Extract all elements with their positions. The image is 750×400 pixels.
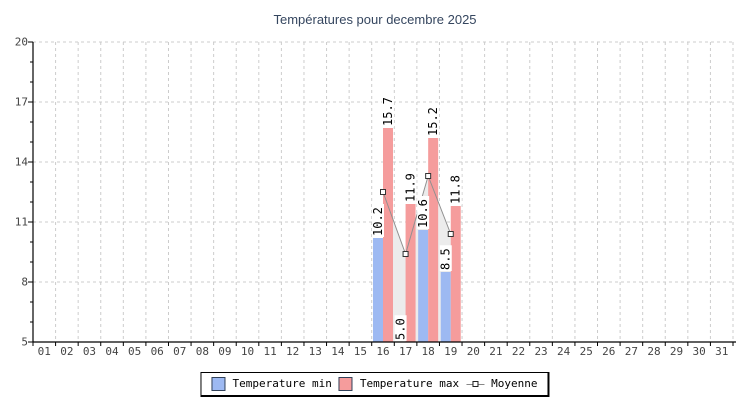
value-label-min-day-18: 10.6 [416,199,430,228]
x-tick-label-23: 23 [534,345,547,358]
x-tick-label-04: 04 [105,345,119,358]
y-tick-label-14: 14 [15,156,29,169]
moyenne-marker-day-18 [425,173,432,179]
value-label-bg [394,315,407,341]
legend-swatch-temperature-max [338,377,353,391]
value-label-min-day-16: 10.2 [371,207,385,236]
legend-label-temperature-max: Temperature max [359,377,460,390]
value-label-bg [417,196,430,229]
x-tick-label-17: 17 [399,345,412,358]
x-tick-label-07: 07 [173,345,186,358]
bar-temperature-max-day-17 [405,204,416,342]
x-tick-label-28: 28 [647,345,660,358]
x-tick-label-21: 21 [489,345,502,358]
x-tick-label-06: 06 [151,345,164,358]
value-label-max-day-19: 11.8 [449,175,463,204]
y-tick-label-20: 20 [15,36,28,49]
x-tick-label-20: 20 [467,345,480,358]
x-tick-label-22: 22 [512,345,525,358]
value-label-bg [427,104,440,137]
x-tick-label-26: 26 [602,345,615,358]
bar-temperature-max-day-19 [450,206,461,342]
x-tick-label-16: 16 [376,345,389,358]
moyenne-marker-day-19 [447,231,454,237]
x-tick-label-05: 05 [128,345,141,358]
x-tick-label-27: 27 [625,345,638,358]
bar-temperature-min-day-18 [418,230,429,342]
x-tick-label-08: 08 [196,345,209,358]
y-tick-label-11: 11 [15,216,28,229]
x-tick-label-30: 30 [693,345,706,358]
value-label-bg [372,204,384,237]
x-tick-label-01: 01 [38,345,51,358]
bar-temperature-max-day-18 [428,138,439,342]
chart-title: Températures pour decembre 2025 [273,12,477,27]
value-label-bg [449,172,462,205]
legend-label-temperature-min: Temperature min [232,377,332,390]
value-label-max-day-16: 15.7 [381,97,395,126]
moyenne-marker-day-17 [402,251,409,257]
x-tick-label-19: 19 [444,345,457,358]
value-label-bg [382,94,394,127]
legend-moyenne-marker-icon [466,378,485,390]
bar-temperature-min-day-16 [373,238,383,342]
moyenne-marker-day-16 [380,189,386,195]
x-tick-label-03: 03 [83,345,96,358]
legend-swatch-temperature-min [211,377,226,391]
x-tick-label-25: 25 [580,345,593,358]
chart-legend: Temperature min Temperature max Moyenne [200,372,550,397]
y-tick-label-17: 17 [15,96,28,109]
x-tick-label-24: 24 [557,345,571,358]
x-tick-label-10: 10 [241,345,254,358]
x-tick-label-11: 11 [263,345,276,358]
value-label-max-day-18: 15.2 [426,107,440,136]
x-tick-label-14: 14 [331,345,345,358]
x-tick-label-31: 31 [715,345,728,358]
x-tick-label-12: 12 [286,345,299,358]
legend-label-moyenne: Moyenne [491,377,538,390]
x-tick-label-15: 15 [354,345,367,358]
x-tick-label-09: 09 [218,345,231,358]
value-label-max-day-17: 11.9 [404,173,418,202]
x-tick-label-13: 13 [309,345,322,358]
x-tick-label-29: 29 [670,345,683,358]
bar-temperature-min-day-19 [440,272,451,342]
value-label-min-day-17: 5.0 [394,318,408,340]
y-tick-label-5: 5 [21,336,28,349]
value-label-bg [404,170,417,203]
value-label-min-day-19: 8.5 [439,248,453,270]
y-tick-label-8: 8 [21,276,28,289]
moyenne-line [382,174,452,256]
value-label-bg [439,245,452,271]
bar-temperature-max-day-16 [383,128,393,342]
x-tick-label-18: 18 [422,345,435,358]
x-tick-label-02: 02 [60,345,73,358]
